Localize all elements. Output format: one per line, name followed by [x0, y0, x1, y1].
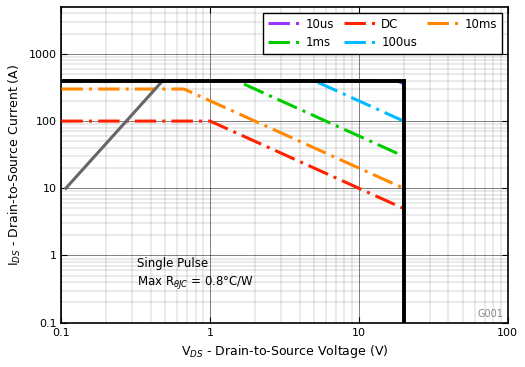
- X-axis label: V$_{DS}$ - Drain-to-Source Voltage (V): V$_{DS}$ - Drain-to-Source Voltage (V): [181, 343, 388, 360]
- Y-axis label: I$_{DS}$ - Drain-to-Source Current (A): I$_{DS}$ - Drain-to-Source Current (A): [7, 64, 23, 266]
- Text: Single Pulse
Max R$_{{\theta JC}}$ = 0.8°C/W: Single Pulse Max R$_{{\theta JC}}$ = 0.8…: [138, 257, 254, 291]
- Text: G001: G001: [477, 309, 503, 320]
- Legend: 10us, 1ms, DC, 100us, 10ms: 10us, 1ms, DC, 100us, 10ms: [263, 13, 502, 54]
